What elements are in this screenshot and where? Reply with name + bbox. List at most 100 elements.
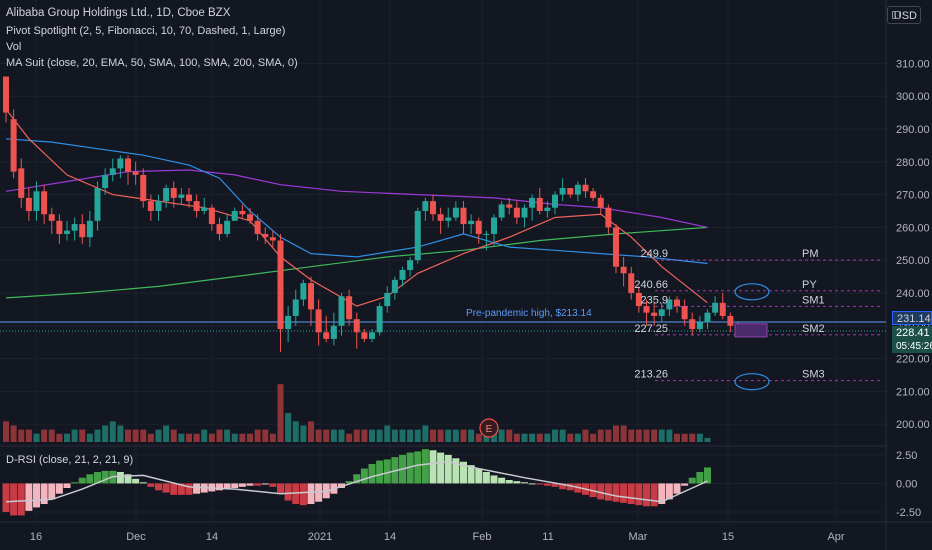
volume-bar — [155, 429, 162, 442]
candle-body — [452, 207, 459, 218]
candle-body — [712, 302, 719, 313]
candle-body — [353, 319, 360, 333]
rsi-histogram-bar — [78, 477, 86, 484]
candle-body — [308, 283, 314, 310]
time-tick-label: 11 — [542, 531, 553, 543]
candle-body — [689, 319, 696, 330]
rsi-histogram-bar — [376, 460, 384, 484]
rsi-histogram-bar — [216, 483, 223, 491]
candle-body — [651, 312, 658, 316]
price-tick-label: 210.00 — [896, 386, 930, 398]
candle-body — [300, 283, 307, 300]
candle-body — [597, 197, 604, 208]
candle-body — [376, 306, 383, 333]
candle-body — [239, 210, 246, 215]
rsi-histogram-bar — [2, 483, 10, 512]
rsi-histogram-bar — [658, 483, 666, 504]
pivot-name-label: PY — [802, 279, 817, 291]
volume-bar — [696, 433, 703, 442]
rsi-histogram-bar — [559, 483, 567, 490]
rsi-histogram-bar — [460, 461, 467, 484]
rsi-histogram-bar — [315, 483, 323, 502]
sma50-line — [5, 138, 708, 265]
rsi-histogram-bar — [40, 483, 48, 504]
volume-bar — [552, 429, 558, 442]
volume-bar — [544, 433, 551, 442]
d-rsi-legend[interactable]: D-RSI (close, 21, 2, 21, 9) — [6, 454, 134, 466]
pivot-spotlight-legend[interactable]: Pivot Spotlight (2, 5, Fibonacci, 10, 70… — [6, 25, 286, 37]
candle-body — [590, 191, 597, 198]
candle-body — [155, 201, 162, 211]
rsi-histogram-bar — [612, 483, 620, 502]
volume-bar — [460, 429, 467, 442]
rsi-histogram-bar — [246, 483, 254, 486]
rsi-histogram-bar — [696, 472, 704, 484]
candle-body — [513, 207, 520, 218]
volume-bar — [315, 429, 322, 442]
rsi-histogram-bar — [71, 482, 79, 484]
currency-button[interactable]: USD — [887, 6, 921, 24]
volume-bar — [285, 413, 292, 442]
rsi-histogram-bar — [177, 483, 185, 495]
candle-body — [643, 306, 650, 313]
rsi-histogram-bar — [132, 478, 140, 484]
time-tick-label: 15 — [722, 531, 734, 543]
volume-bar — [437, 429, 444, 442]
volume-bar — [391, 429, 398, 442]
candle-body — [567, 188, 574, 195]
volume-bar — [513, 433, 520, 442]
rsi-histogram-bar — [25, 483, 33, 511]
candle-body — [475, 220, 482, 234]
candle-body — [338, 296, 345, 326]
volume-bar — [3, 421, 9, 442]
rsi-histogram-bar — [421, 449, 429, 484]
ma-suit-legend[interactable]: MA Suit (close, 20, EMA, 50, SMA, 100, S… — [6, 57, 298, 69]
candle-body — [483, 233, 490, 235]
pivot-name-label: SM2 — [802, 323, 825, 335]
symbol-legend[interactable]: Alibaba Group Holdings Ltd., 1D, Cboe BZ… — [6, 7, 231, 19]
time-tick-label: Dec — [126, 531, 146, 543]
rsi-histogram-bar — [48, 483, 56, 500]
volume-bar — [346, 433, 353, 442]
candle-body — [71, 224, 78, 231]
volume-bar — [628, 429, 635, 442]
candle-body — [64, 230, 70, 234]
price-tick-label: 270.00 — [896, 190, 930, 202]
rsi-histogram-bar — [414, 451, 422, 484]
candle-body — [208, 207, 215, 225]
candle-body — [285, 315, 292, 330]
price-line-tag: 231.14 — [892, 311, 932, 325]
candle-body — [681, 306, 688, 320]
candle-body — [437, 214, 444, 221]
candle-body — [719, 302, 726, 316]
volume-bar — [445, 429, 452, 442]
earnings-marker-label: E — [486, 424, 493, 435]
candle-body — [620, 266, 627, 274]
candle-body — [498, 204, 505, 218]
candle-body — [704, 312, 711, 323]
volume-legend[interactable]: Vol — [6, 41, 22, 53]
candle-body — [86, 220, 93, 238]
volume-bar — [147, 433, 154, 442]
candle-body — [33, 191, 40, 211]
volume-bar — [475, 433, 482, 442]
price-tick-label: 240.00 — [896, 288, 930, 300]
candle-body — [445, 217, 452, 221]
volume-bar — [41, 429, 48, 442]
candle-body — [399, 270, 406, 280]
candle-body — [727, 315, 734, 326]
volume-bar — [186, 433, 192, 442]
rsi-histogram-bar — [254, 483, 262, 486]
volume-bar — [590, 433, 597, 442]
volume-bar — [635, 429, 642, 442]
rsi-histogram-bar — [261, 483, 269, 485]
rsi-histogram-bar — [292, 483, 300, 504]
candle-body — [536, 197, 543, 211]
candle-body — [544, 207, 551, 211]
rsi-histogram-bar — [551, 483, 559, 487]
rsi-histogram-bar — [513, 481, 521, 484]
rsi-histogram-bar — [673, 483, 681, 494]
volume-bar — [407, 429, 414, 442]
rsi-histogram-bar — [223, 483, 231, 490]
